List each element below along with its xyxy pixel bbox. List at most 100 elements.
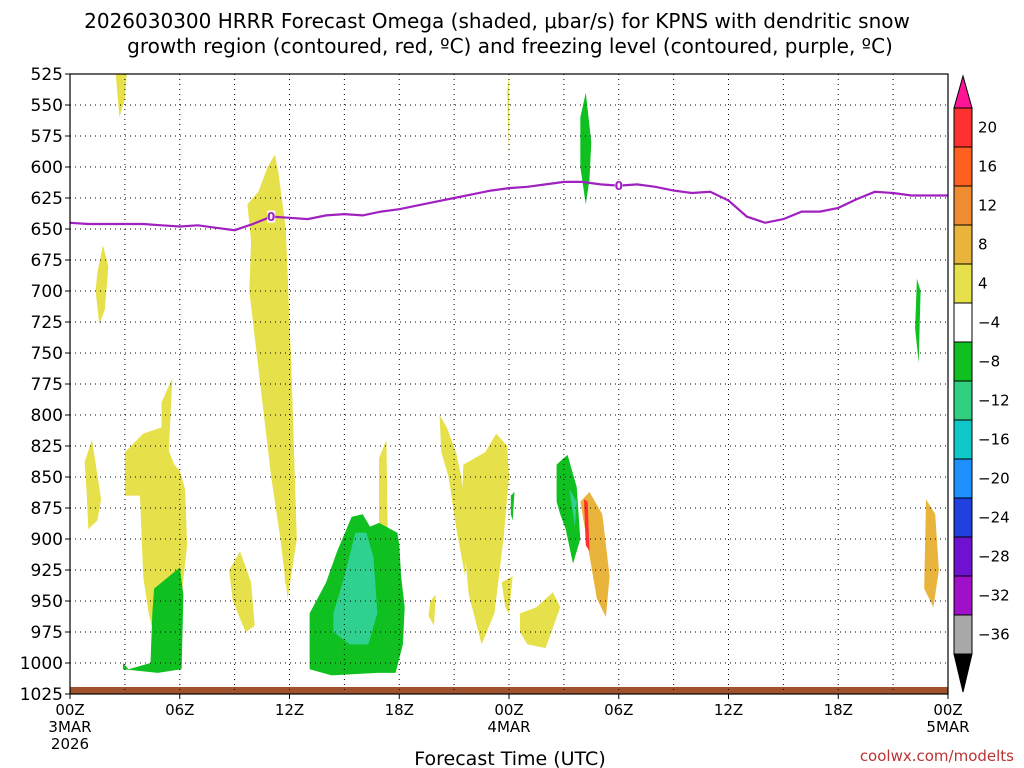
omega-region-sink-22z-small [915, 278, 921, 363]
omega-region-rise-02z-low [520, 592, 561, 649]
omega-region-peak-23z [924, 499, 939, 608]
y-tick-label: 725 [31, 313, 63, 333]
colorbar-label: −28 [978, 548, 1010, 566]
colorbar-box [953, 536, 973, 577]
colorbar-bottom-arrow [953, 653, 973, 693]
x-tick-date: 4MAR [487, 718, 530, 736]
omega-region-sink-04z-upper [580, 92, 592, 205]
x-tick-label: 00Z [933, 701, 962, 719]
chart-title-line1: 2026030300 HRRR Forecast Omega (shaded, … [84, 9, 910, 33]
x-axis-label: Forecast Time (UTC) [414, 748, 605, 768]
omega-region-rise-20z-small [428, 594, 436, 626]
colorbar-box [953, 380, 973, 421]
omega-region-rise-09z [229, 551, 255, 632]
x-tick-label: 12Z [275, 701, 304, 719]
omega-region-rise-01z-lower [84, 439, 102, 530]
colorbar-box [953, 419, 973, 460]
x-tick-label: 00Z [55, 701, 84, 719]
colorbar-label: 4 [978, 275, 988, 293]
omega-region-sink-00z-tiny [510, 491, 515, 521]
omega-region-sink-06z [123, 567, 184, 673]
y-tick-label: 575 [31, 127, 63, 147]
omega-region-rise-21z [439, 415, 467, 577]
x-tick-label: 06Z [604, 701, 633, 719]
y-tick-label: 900 [31, 530, 63, 550]
colorbar-box [953, 263, 973, 304]
colorbar-box [953, 224, 973, 265]
colorbar-box [953, 146, 973, 187]
colorbar-label: 12 [978, 197, 997, 215]
x-tick-label: 18Z [824, 701, 853, 719]
colorbar-label: −16 [978, 431, 1010, 449]
y-tick-label: 950 [31, 592, 63, 612]
colorbar-label: −32 [978, 587, 1010, 605]
y-tick-label: 1000 [20, 654, 63, 674]
freezing-level-label: 0 [615, 179, 623, 193]
x-tick-label: 00Z [494, 701, 523, 719]
ground-surface-band [70, 687, 948, 694]
y-tick-label: 800 [31, 406, 63, 426]
colorbar-label: −8 [978, 353, 1000, 371]
colorbar-label: −20 [978, 470, 1010, 488]
colorbar-box [953, 185, 973, 226]
y-tick-label: 825 [31, 437, 63, 457]
y-tick-label: 700 [31, 282, 63, 302]
y-tick-label: 600 [31, 158, 63, 178]
omega-region-sink-04z-inner [569, 489, 577, 527]
y-tick-label: 975 [31, 623, 63, 643]
omega-region-peak-05z-core [584, 499, 590, 552]
y-tick-label: 1025 [20, 685, 63, 705]
x-tick-label: 12Z [714, 701, 743, 719]
omega-region-rise-12z-tiny [284, 539, 290, 589]
colorbar-box [953, 497, 973, 538]
x-tick-year: 2026 [51, 735, 89, 753]
omega-region-rise-02z-upper [95, 245, 109, 325]
y-tick-label: 650 [31, 220, 63, 240]
omega-shading-layer [84, 74, 939, 676]
colorbar-top-arrow [953, 74, 973, 109]
plot-area: 00 [69, 73, 949, 695]
colorbar-box [953, 302, 973, 343]
freezing-label-bg [614, 179, 623, 192]
y-tick-label: 925 [31, 561, 63, 581]
x-tick-label: 18Z [385, 701, 414, 719]
y-tick-label: 775 [31, 375, 63, 395]
credit-text: coolwx.com/modelts [860, 747, 1014, 765]
y-tick-label: 625 [31, 189, 63, 209]
x-tick-date: 5MAR [926, 718, 969, 736]
omega-region-sink-15z-inner [333, 532, 378, 645]
colorbar-label: −36 [978, 626, 1010, 644]
colorbar-label: −4 [978, 314, 1000, 332]
colorbar-box [953, 107, 973, 148]
y-tick-label: 850 [31, 468, 63, 488]
freezing-label-bg [267, 210, 276, 223]
freezing-level-label: 0 [267, 210, 275, 224]
omega-region-rise-10z [247, 154, 297, 599]
colorbar-label: −12 [978, 392, 1010, 410]
chart-title-line2: growth region (contoured, red, ºC) and f… [127, 34, 893, 58]
colorbar-label: 20 [978, 119, 997, 137]
freezing-level-layer: 00 [69, 179, 948, 232]
colorbar-label: −24 [978, 509, 1010, 527]
y-tick-label: 675 [31, 251, 63, 271]
y-axis: 525 550 575 600 625 650 675 700 725 750 775 800 825 8… [20, 65, 70, 705]
freezing-level-line [69, 180, 948, 232]
omega-region-rise-04z-top [115, 74, 127, 118]
y-tick-label: 875 [31, 499, 63, 519]
x-tick-date: 3MAR [48, 718, 91, 736]
y-tick-label: 550 [31, 96, 63, 116]
surface-terrain-layer [70, 687, 948, 694]
colorbar-box [953, 575, 973, 616]
colorbar-label: 8 [978, 236, 988, 254]
x-tick-label: 06Z [165, 701, 194, 719]
y-tick-label: 750 [31, 344, 63, 364]
omega-region-rise-00z-small [501, 576, 513, 614]
colorbar: 20 16 12 8 4 −4 −8 −12 −16 −20 −24 −28 −32 −36 [953, 74, 1010, 693]
colorbar-label: 16 [978, 158, 997, 176]
colorbar-box [953, 458, 973, 499]
omega-region-sink-03z-lower [556, 454, 581, 564]
y-tick-label: 525 [31, 65, 63, 85]
colorbar-box [953, 341, 973, 382]
